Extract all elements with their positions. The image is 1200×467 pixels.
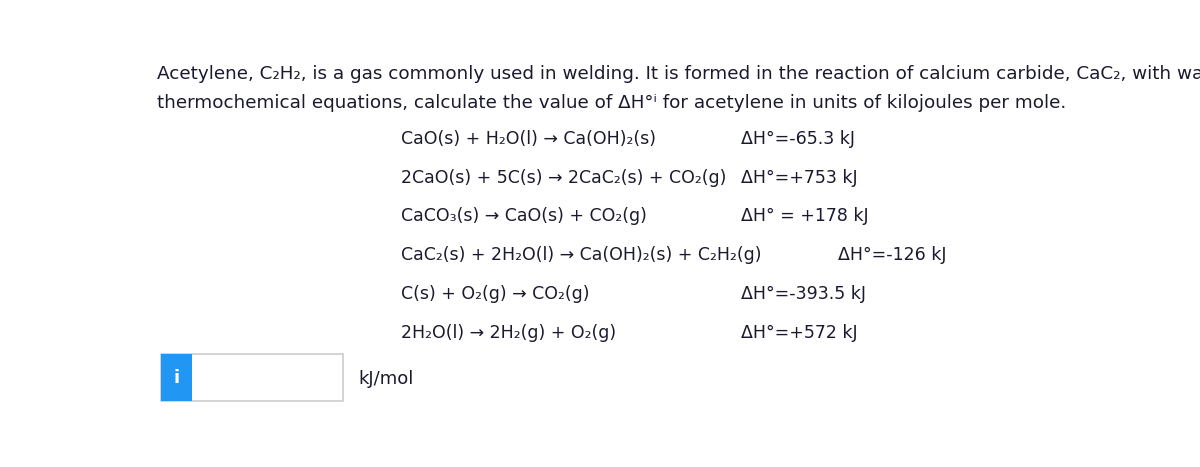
Text: Acetylene, C₂H₂, is a gas commonly used in welding. It is formed in the reaction: Acetylene, C₂H₂, is a gas commonly used … — [157, 65, 1200, 83]
Text: thermochemical equations, calculate the value of ΔH°ⁱ for acetylene in units of : thermochemical equations, calculate the … — [157, 94, 1067, 112]
Text: CaO(s) + H₂O(l) → Ca(OH)₂(s): CaO(s) + H₂O(l) → Ca(OH)₂(s) — [401, 130, 656, 148]
Text: 2H₂O(l) → 2H₂(g) + O₂(g): 2H₂O(l) → 2H₂(g) + O₂(g) — [401, 324, 617, 342]
Text: C(s) + O₂(g) → CO₂(g): C(s) + O₂(g) → CO₂(g) — [401, 285, 589, 303]
Text: 2CaO(s) + 5C(s) → 2CaC₂(s) + CO₂(g): 2CaO(s) + 5C(s) → 2CaC₂(s) + CO₂(g) — [401, 169, 726, 187]
FancyBboxPatch shape — [161, 354, 192, 401]
Text: ΔH°=-65.3 kJ: ΔH°=-65.3 kJ — [740, 130, 854, 148]
Text: ΔH°=+572 kJ: ΔH°=+572 kJ — [740, 324, 857, 342]
Text: kJ/mol: kJ/mol — [359, 369, 414, 388]
Text: CaCO₃(s) → CaO(s) + CO₂(g): CaCO₃(s) → CaO(s) + CO₂(g) — [401, 207, 647, 226]
Text: ΔH°=-126 kJ: ΔH°=-126 kJ — [839, 246, 947, 264]
Text: ΔH°=-393.5 kJ: ΔH°=-393.5 kJ — [740, 285, 865, 303]
FancyBboxPatch shape — [161, 354, 342, 401]
Text: i: i — [174, 369, 180, 387]
Text: ΔH° = +178 kJ: ΔH° = +178 kJ — [740, 207, 868, 226]
Text: CaC₂(s) + 2H₂O(l) → Ca(OH)₂(s) + C₂H₂(g): CaC₂(s) + 2H₂O(l) → Ca(OH)₂(s) + C₂H₂(g) — [401, 246, 762, 264]
Text: ΔH°=+753 kJ: ΔH°=+753 kJ — [740, 169, 857, 187]
